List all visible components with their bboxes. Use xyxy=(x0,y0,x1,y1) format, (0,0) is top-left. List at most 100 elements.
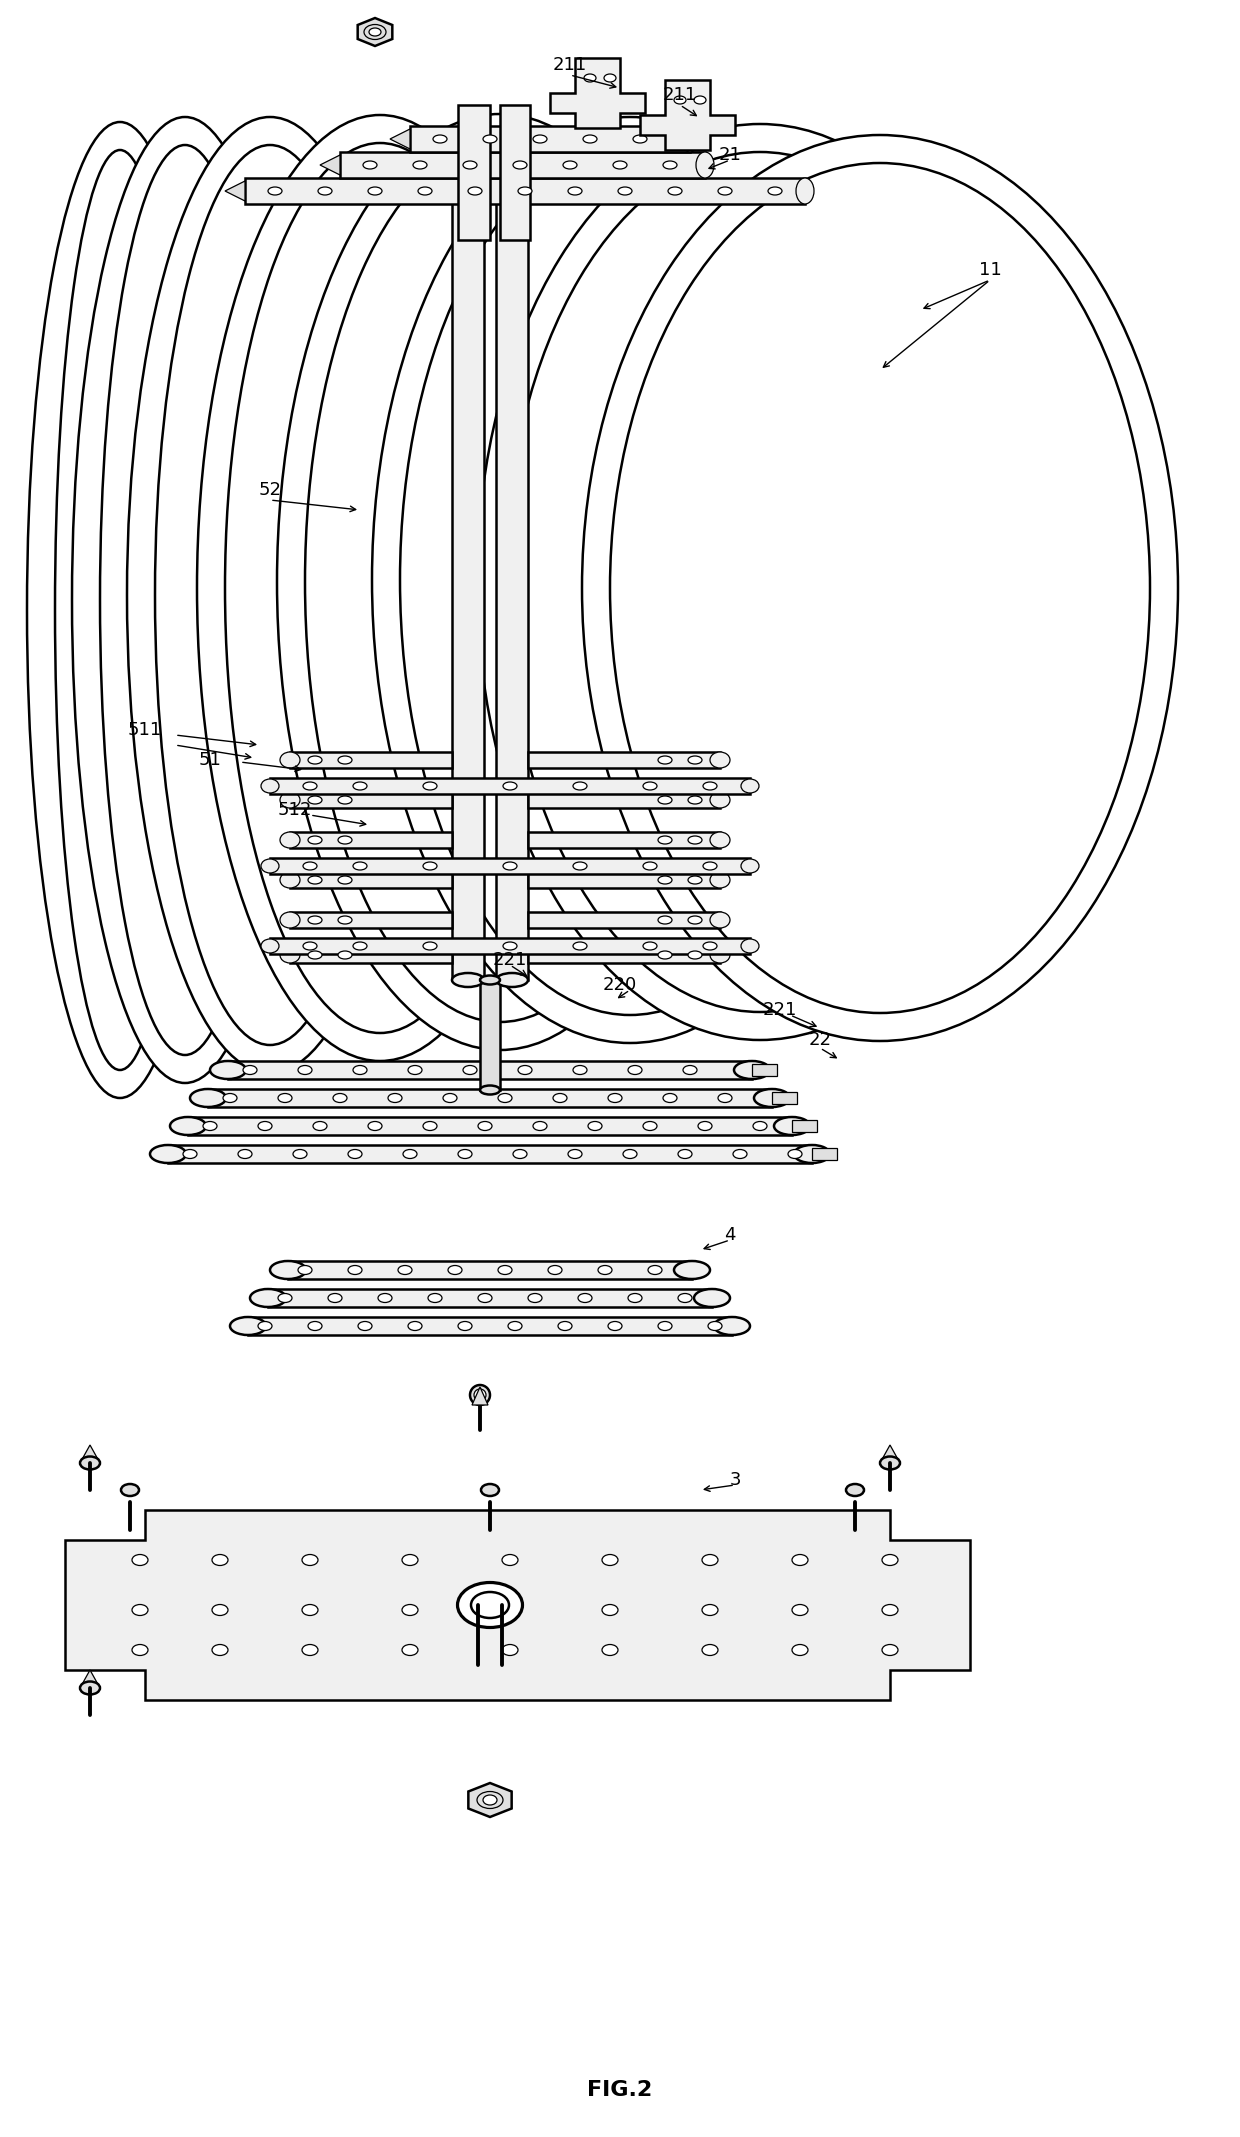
Ellipse shape xyxy=(81,1682,100,1695)
Ellipse shape xyxy=(423,782,436,791)
Ellipse shape xyxy=(184,1150,197,1158)
Polygon shape xyxy=(167,1145,812,1163)
Ellipse shape xyxy=(618,188,632,194)
Ellipse shape xyxy=(470,1385,490,1404)
Polygon shape xyxy=(290,872,453,889)
Ellipse shape xyxy=(348,1150,362,1158)
Ellipse shape xyxy=(303,782,317,791)
Ellipse shape xyxy=(212,1605,228,1616)
Text: 211: 211 xyxy=(553,56,587,75)
Polygon shape xyxy=(246,177,805,203)
Ellipse shape xyxy=(303,1554,317,1566)
Ellipse shape xyxy=(711,872,730,889)
Ellipse shape xyxy=(303,1605,317,1616)
Polygon shape xyxy=(357,17,392,47)
Ellipse shape xyxy=(548,1265,562,1274)
Ellipse shape xyxy=(882,1645,898,1656)
Ellipse shape xyxy=(27,122,213,1098)
Polygon shape xyxy=(528,793,720,808)
Ellipse shape xyxy=(632,135,647,143)
Ellipse shape xyxy=(298,1066,312,1075)
Ellipse shape xyxy=(681,126,699,152)
Polygon shape xyxy=(458,105,490,239)
Ellipse shape xyxy=(126,118,413,1073)
Ellipse shape xyxy=(403,1150,417,1158)
Ellipse shape xyxy=(503,782,517,791)
Polygon shape xyxy=(551,58,645,128)
Ellipse shape xyxy=(339,917,352,923)
Polygon shape xyxy=(391,128,410,150)
Ellipse shape xyxy=(398,1265,412,1274)
Ellipse shape xyxy=(402,1554,418,1566)
Ellipse shape xyxy=(668,188,682,194)
Ellipse shape xyxy=(694,96,706,105)
Ellipse shape xyxy=(474,1389,486,1402)
Ellipse shape xyxy=(81,1457,100,1470)
Ellipse shape xyxy=(688,756,702,765)
Ellipse shape xyxy=(280,947,300,964)
Ellipse shape xyxy=(280,793,300,808)
Ellipse shape xyxy=(583,135,596,143)
Ellipse shape xyxy=(408,1321,422,1331)
Ellipse shape xyxy=(224,143,534,1032)
Ellipse shape xyxy=(513,1150,527,1158)
Ellipse shape xyxy=(260,938,279,953)
Ellipse shape xyxy=(463,1066,477,1075)
Ellipse shape xyxy=(190,1090,226,1107)
Text: 52: 52 xyxy=(258,481,281,500)
Ellipse shape xyxy=(502,1554,518,1566)
Ellipse shape xyxy=(846,1483,864,1496)
Ellipse shape xyxy=(308,756,322,765)
Ellipse shape xyxy=(372,118,888,1043)
Polygon shape xyxy=(270,938,750,953)
Ellipse shape xyxy=(458,1584,522,1628)
Ellipse shape xyxy=(563,160,577,169)
Ellipse shape xyxy=(678,1293,692,1301)
Ellipse shape xyxy=(463,160,477,169)
Ellipse shape xyxy=(588,1122,601,1130)
Ellipse shape xyxy=(718,1094,732,1103)
Text: FIG.2: FIG.2 xyxy=(588,2079,652,2101)
Ellipse shape xyxy=(258,1321,272,1331)
Ellipse shape xyxy=(658,876,672,885)
Ellipse shape xyxy=(644,942,657,951)
Ellipse shape xyxy=(260,859,279,874)
Ellipse shape xyxy=(627,1293,642,1301)
Ellipse shape xyxy=(573,942,587,951)
Ellipse shape xyxy=(598,1265,613,1274)
Polygon shape xyxy=(208,1090,773,1107)
Ellipse shape xyxy=(365,24,386,38)
Ellipse shape xyxy=(443,1094,458,1103)
Ellipse shape xyxy=(698,1122,712,1130)
Ellipse shape xyxy=(484,1795,497,1806)
Ellipse shape xyxy=(683,1066,697,1075)
Ellipse shape xyxy=(505,152,1016,1013)
Ellipse shape xyxy=(792,1605,808,1616)
Ellipse shape xyxy=(72,118,298,1083)
Ellipse shape xyxy=(339,876,352,885)
Ellipse shape xyxy=(268,188,281,194)
Ellipse shape xyxy=(408,1066,422,1075)
Ellipse shape xyxy=(663,1094,677,1103)
Ellipse shape xyxy=(170,1118,206,1135)
Ellipse shape xyxy=(308,876,322,885)
Ellipse shape xyxy=(711,912,730,927)
Ellipse shape xyxy=(498,1094,512,1103)
Polygon shape xyxy=(320,156,340,175)
Ellipse shape xyxy=(568,1150,582,1158)
Ellipse shape xyxy=(277,113,723,1049)
Polygon shape xyxy=(290,912,453,927)
Ellipse shape xyxy=(880,1457,900,1470)
Ellipse shape xyxy=(742,938,759,953)
Ellipse shape xyxy=(448,1265,463,1274)
Ellipse shape xyxy=(601,1554,618,1566)
Ellipse shape xyxy=(658,951,672,960)
Ellipse shape xyxy=(308,917,322,923)
Text: 51: 51 xyxy=(198,750,222,769)
Ellipse shape xyxy=(298,1265,312,1274)
Polygon shape xyxy=(228,1060,751,1079)
Ellipse shape xyxy=(353,782,367,791)
Polygon shape xyxy=(288,1261,692,1280)
Polygon shape xyxy=(453,175,484,981)
Ellipse shape xyxy=(627,1066,642,1075)
